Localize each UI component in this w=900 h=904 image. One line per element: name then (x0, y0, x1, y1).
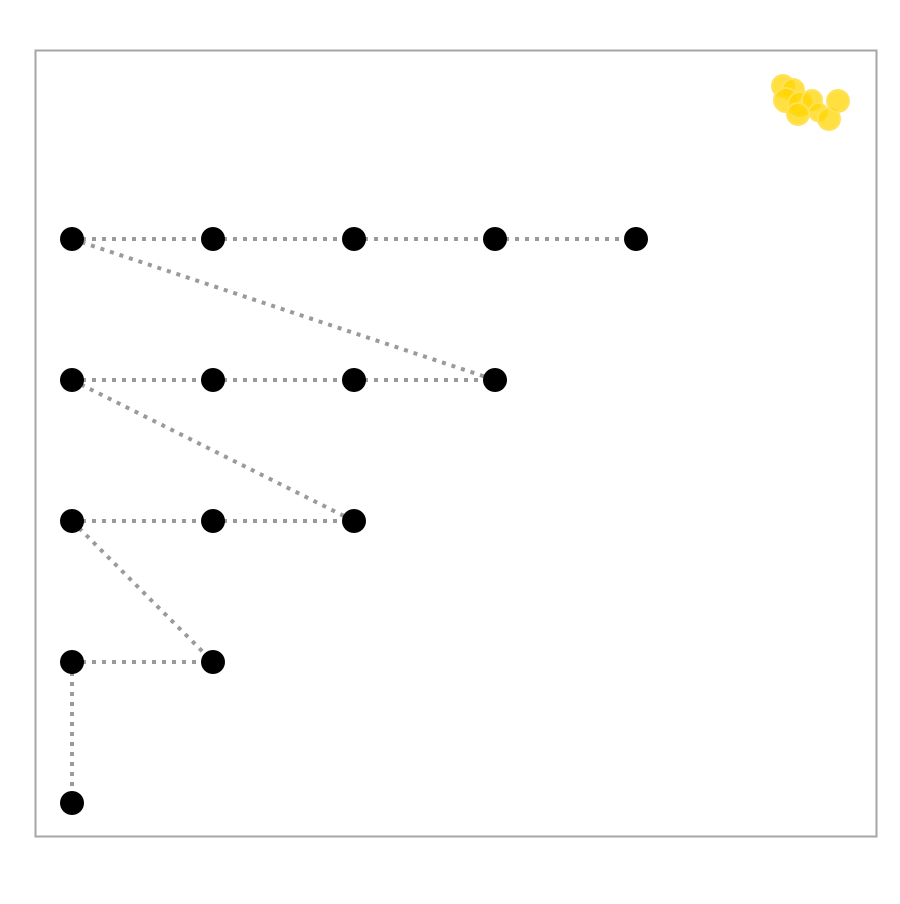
yellow-blob-circle (786, 102, 810, 126)
edge-r3c1-r4c2 (70, 519, 215, 664)
edges-layer (70, 237, 636, 803)
node-r1c4 (483, 227, 507, 251)
nodes-layer (60, 227, 648, 815)
node-r2c1 (60, 368, 84, 392)
node-r4c1 (60, 650, 84, 674)
node-r3c2 (201, 509, 225, 533)
node-r2c4 (483, 368, 507, 392)
node-r1c3 (342, 227, 366, 251)
node-r1c1 (60, 227, 84, 251)
node-r3c3 (342, 509, 366, 533)
node-r4c2 (201, 650, 225, 674)
node-r2c3 (342, 368, 366, 392)
yellow-blob-cluster-icon (771, 74, 850, 131)
node-r3c1 (60, 509, 84, 533)
diagram-frame (34, 49, 878, 838)
node-r1c2 (201, 227, 225, 251)
node-r5c1 (60, 791, 84, 815)
node-r2c2 (201, 368, 225, 392)
node-r1c5 (624, 227, 648, 251)
yellow-blob-circle (826, 89, 850, 113)
edge-r2c1-r3c3 (71, 378, 355, 523)
edge-r1c1-r2c4 (71, 237, 496, 382)
